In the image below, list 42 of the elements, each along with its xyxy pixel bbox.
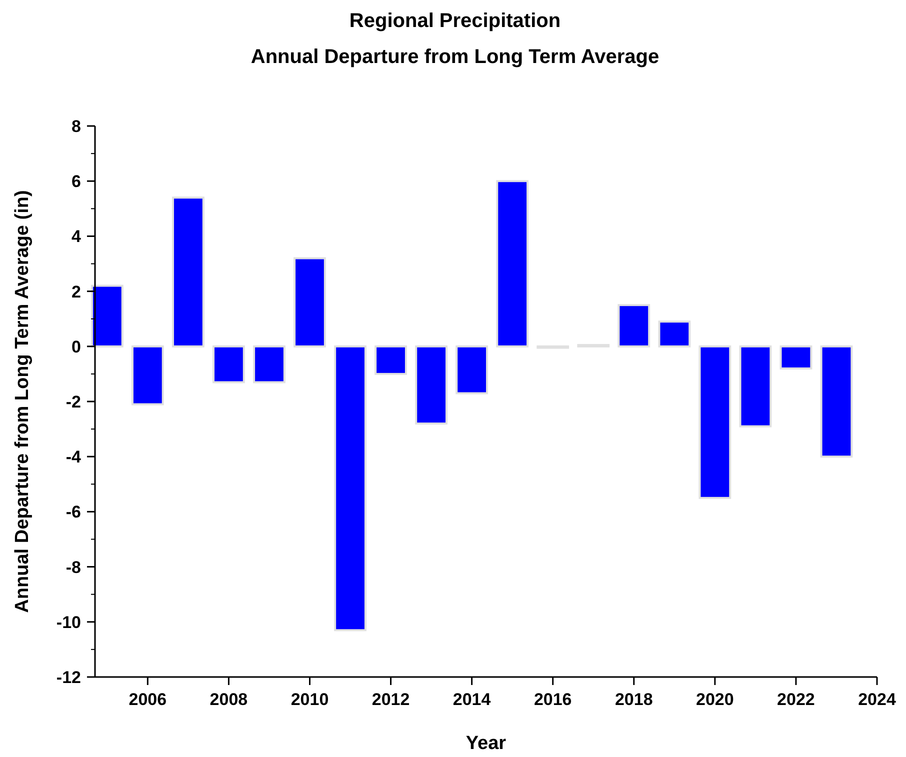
bar	[131, 345, 164, 406]
bar	[739, 345, 772, 428]
y-axis-title: Annual Departure from Long Term Average (in)	[12, 190, 33, 613]
y-tick-label: -2	[66, 392, 81, 412]
bar	[415, 345, 448, 425]
x-tick-label: 2016	[534, 690, 572, 709]
y-tick-label: -12	[56, 668, 81, 687]
x-tick-label: 2018	[614, 690, 653, 709]
y-tick-label: -8	[66, 558, 81, 577]
bar	[253, 345, 286, 384]
x-tick-label: 2012	[372, 690, 410, 709]
x-axis-title: Year	[466, 733, 507, 754]
y-tick-label: 4	[72, 227, 82, 246]
x-tick-label: 2010	[290, 690, 329, 709]
x-tick-label: 2006	[128, 690, 167, 709]
bar	[374, 345, 407, 375]
chart-title: Regional Precipitation	[349, 10, 561, 32]
y-tick-label: -4	[66, 448, 82, 467]
bar	[294, 257, 326, 348]
bar	[698, 345, 732, 499]
bar	[496, 180, 529, 348]
y-tick-label: 2	[72, 282, 81, 302]
y-tick-label: -6	[66, 502, 81, 522]
y-tick-label: 8	[72, 116, 81, 136]
bar	[780, 345, 812, 370]
bar	[90, 284, 124, 348]
x-tick-label: 2008	[210, 690, 248, 709]
x-tick-label: 2024	[858, 690, 896, 709]
y-tick-label: -10	[56, 612, 81, 632]
bar	[172, 196, 204, 348]
bar	[456, 345, 488, 394]
bar	[618, 304, 650, 348]
x-tick-label: 2020	[696, 690, 734, 709]
chart-subtitle: Annual Departure from Long Term Average	[250, 46, 660, 68]
y-tick-label: 6	[72, 172, 81, 192]
x-tick-label: 2014	[452, 690, 492, 709]
bar	[212, 345, 245, 384]
bar	[820, 345, 853, 458]
bar	[334, 345, 366, 632]
x-tick-label: 2022	[777, 690, 815, 709]
y-tick-label: 0	[72, 337, 81, 356]
bar	[658, 320, 691, 348]
